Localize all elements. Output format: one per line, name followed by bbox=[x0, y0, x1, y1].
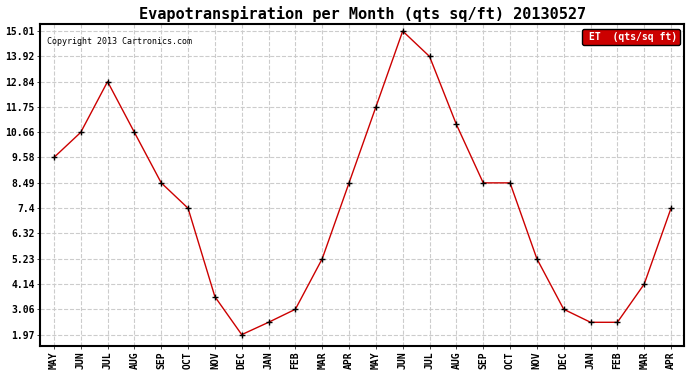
Legend: ET  (qts/sq ft): ET (qts/sq ft) bbox=[582, 29, 680, 45]
Text: Copyright 2013 Cartronics.com: Copyright 2013 Cartronics.com bbox=[47, 37, 192, 46]
Title: Evapotranspiration per Month (qts sq/ft) 20130527: Evapotranspiration per Month (qts sq/ft)… bbox=[139, 6, 586, 21]
